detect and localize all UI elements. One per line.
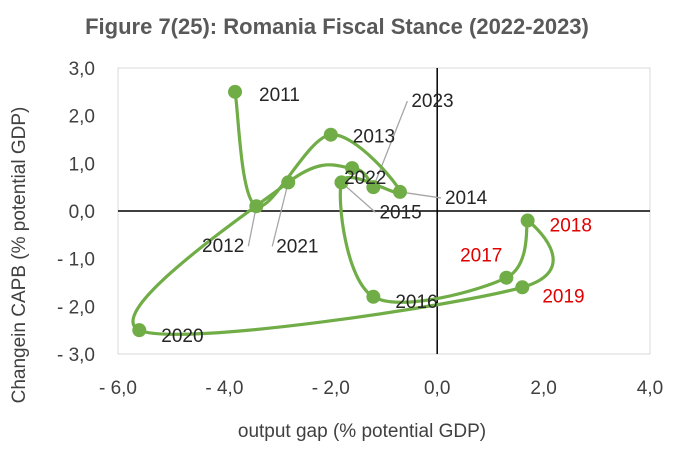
x-tick-label: 2,0: [530, 378, 556, 399]
data-point-2016: [366, 289, 381, 304]
leader-line-2023: [372, 100, 408, 188]
y-tick-label: 3,0: [69, 59, 95, 80]
point-label-2023: 2023: [411, 91, 453, 112]
point-label-2014: 2014: [445, 188, 488, 209]
x-tick-label: - 2,0: [312, 378, 350, 399]
data-point-2020: [132, 323, 147, 338]
point-label-2016: 2016: [395, 292, 437, 313]
data-point-2021: [281, 175, 296, 190]
y-tick-label: - 1,0: [57, 250, 95, 271]
x-tick-label: - 6,0: [99, 378, 137, 399]
point-label-2019: 2019: [542, 286, 584, 307]
leader-line-2015: [341, 181, 376, 213]
data-point-2018: [520, 213, 535, 228]
point-label-2015: 2015: [379, 202, 421, 223]
point-label-2018: 2018: [550, 216, 592, 237]
y-tick-label: 2,0: [69, 107, 95, 128]
point-label-2013: 2013: [353, 127, 395, 148]
y-tick-label: - 3,0: [57, 345, 95, 366]
data-point-2014: [392, 184, 407, 199]
leader-line-2021: [271, 182, 289, 247]
data-point-2023: [366, 180, 381, 195]
data-point-2019: [515, 280, 530, 295]
point-label-2017: 2017: [460, 246, 502, 267]
data-point-2022: [345, 161, 360, 176]
y-axis-title: Changein CAPB (% potential GDP): [9, 107, 30, 404]
data-point-2015: [334, 175, 349, 190]
x-tick-label: 0,0: [424, 378, 450, 399]
data-point-2013: [323, 127, 338, 142]
x-axis-title: output gap (% potential GDP): [238, 421, 486, 442]
point-label-2011: 2011: [259, 85, 300, 106]
data-point-2012: [249, 199, 264, 214]
y-tick-label: 1,0: [69, 154, 95, 175]
point-label-2021: 2021: [276, 236, 318, 257]
series-line: [131, 90, 555, 336]
data-point-2011: [228, 84, 243, 99]
point-label-2022: 2022: [344, 168, 386, 189]
point-label-2020: 2020: [161, 326, 203, 347]
data-point-2017: [499, 270, 514, 285]
point-label-2012: 2012: [202, 236, 244, 257]
y-tick-label: - 2,0: [57, 297, 95, 318]
x-tick-label: 4,0: [637, 378, 663, 399]
y-tick-label: 0,0: [69, 202, 95, 223]
chart-title: Figure 7(25): Romania Fiscal Stance (202…: [85, 14, 589, 39]
x-tick-label: - 4,0: [205, 378, 243, 399]
